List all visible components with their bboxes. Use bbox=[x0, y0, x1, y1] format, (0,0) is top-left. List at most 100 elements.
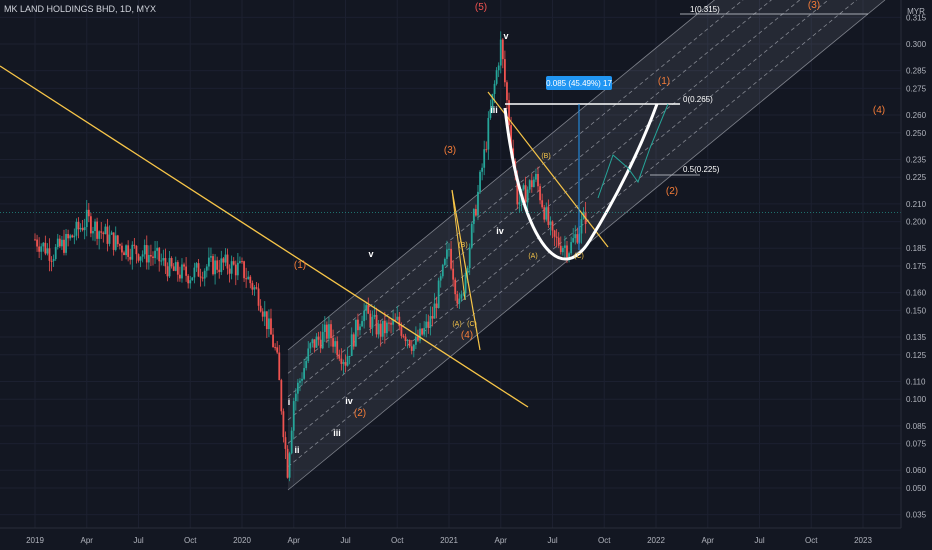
candle-body bbox=[150, 255, 152, 257]
candle-body bbox=[398, 316, 401, 327]
x-tick-label: Jul bbox=[547, 536, 557, 545]
y-tick-label: 0.100 bbox=[906, 395, 927, 404]
candle-body bbox=[371, 316, 374, 328]
candle-body bbox=[518, 202, 521, 205]
candle-body bbox=[197, 263, 200, 277]
candle-body bbox=[255, 287, 258, 289]
candle-body bbox=[574, 234, 577, 239]
candle-body bbox=[336, 341, 339, 356]
candle-body bbox=[261, 311, 264, 317]
candle-body bbox=[42, 242, 45, 247]
candle-body bbox=[516, 175, 519, 205]
fib-label-0: 0(0.265) bbox=[683, 95, 713, 104]
candle-body bbox=[218, 269, 221, 273]
candle-body bbox=[446, 249, 448, 259]
candle-body bbox=[350, 334, 353, 356]
candle-body bbox=[270, 318, 272, 335]
chart-drawings: 1(0.315) 0(0.265) 0.5(0.225) 0.085 (45.49%)… bbox=[0, 5, 932, 408]
candle-body bbox=[386, 322, 388, 334]
candle-body bbox=[123, 252, 125, 256]
candle-body bbox=[373, 314, 376, 317]
y-tick-label: 0.150 bbox=[906, 306, 927, 315]
candle-body bbox=[470, 223, 473, 248]
candle-body bbox=[431, 316, 434, 319]
candle-body bbox=[147, 255, 150, 263]
candle-body bbox=[135, 245, 138, 255]
candle-body bbox=[580, 219, 583, 234]
time-axis[interactable]: 2019 Apr Jul Oct 2020 Apr Jul Oct 2021 Apr Jul Oct 2… bbox=[0, 527, 932, 550]
candle-body bbox=[466, 268, 469, 274]
candle-body bbox=[427, 321, 430, 328]
wave-label-orange: (4) bbox=[461, 330, 473, 341]
candle-body bbox=[282, 411, 285, 438]
y-tick-label: 0.160 bbox=[906, 289, 927, 298]
x-tick-label: Oct bbox=[184, 536, 197, 545]
wave-label-abc: (A) bbox=[452, 321, 461, 328]
candle-body bbox=[87, 209, 90, 217]
candle-body bbox=[491, 93, 494, 110]
candle-body bbox=[288, 453, 291, 478]
candle-body bbox=[433, 303, 436, 319]
candle-body bbox=[464, 273, 467, 294]
candle-body bbox=[369, 313, 372, 328]
candle-body bbox=[417, 336, 419, 341]
candle-body bbox=[46, 248, 49, 254]
candle-body bbox=[303, 368, 305, 379]
x-tick-label: 2022 bbox=[647, 536, 665, 545]
candle-body bbox=[40, 246, 43, 252]
candle-body bbox=[79, 227, 82, 230]
candle-body bbox=[522, 185, 525, 190]
candle-body bbox=[166, 266, 169, 277]
candle-body bbox=[352, 334, 355, 347]
candle-body bbox=[497, 65, 500, 71]
candle-body bbox=[305, 360, 308, 369]
x-tick-label: Apr bbox=[495, 536, 508, 545]
wave-label-orange: (1) bbox=[294, 260, 306, 271]
candle-body bbox=[501, 39, 504, 60]
candle-body bbox=[214, 260, 216, 275]
y-tick-label: 0.185 bbox=[906, 244, 927, 253]
wave-label-white: v bbox=[368, 249, 373, 259]
candle-body bbox=[203, 270, 206, 279]
channel-line bbox=[287, 0, 716, 351]
candle-body bbox=[566, 245, 568, 258]
candle-body bbox=[162, 258, 165, 261]
price-axis[interactable]: MYR 0.035 0.050 0.060 0.075 0.085 0.100 0.110 0.… bbox=[900, 0, 932, 550]
candle-body bbox=[156, 247, 159, 251]
candle-body bbox=[404, 336, 407, 342]
candle-body bbox=[458, 298, 461, 304]
candle-body bbox=[81, 227, 84, 231]
y-tick-label: 0.125 bbox=[906, 351, 927, 360]
candle-body bbox=[193, 267, 196, 278]
wave-label-orange: (5) bbox=[475, 2, 487, 13]
candle-body bbox=[435, 303, 438, 309]
candle-body bbox=[559, 245, 562, 253]
candle-body bbox=[195, 263, 198, 268]
candle-body bbox=[423, 328, 426, 335]
y-tick-label: 0.135 bbox=[906, 333, 927, 342]
candle-body bbox=[232, 261, 235, 265]
candle-body bbox=[137, 254, 140, 261]
candle-body bbox=[530, 180, 533, 188]
candle-body bbox=[319, 339, 322, 349]
y-tick-label: 0.300 bbox=[906, 40, 927, 49]
candle-body bbox=[253, 287, 256, 290]
candle-body bbox=[576, 234, 579, 243]
candle-body bbox=[164, 258, 167, 267]
trendline-short-3 bbox=[487, 91, 609, 248]
candle-body bbox=[572, 238, 575, 243]
trendline-short-1 bbox=[451, 189, 481, 351]
wave-label-abc: (B) bbox=[541, 153, 550, 160]
wave-label-white: iv bbox=[496, 226, 504, 236]
candle-body bbox=[102, 232, 105, 235]
channel-line bbox=[287, 0, 801, 421]
candle-body bbox=[456, 294, 459, 304]
y-tick-label: 0.210 bbox=[906, 200, 927, 209]
candle-body bbox=[334, 341, 337, 347]
candle-body bbox=[340, 358, 343, 364]
candle-body bbox=[224, 254, 227, 263]
candle-body bbox=[346, 356, 349, 366]
fib-label-05: 0.5(0.225) bbox=[683, 165, 720, 174]
candle-body bbox=[452, 268, 455, 280]
